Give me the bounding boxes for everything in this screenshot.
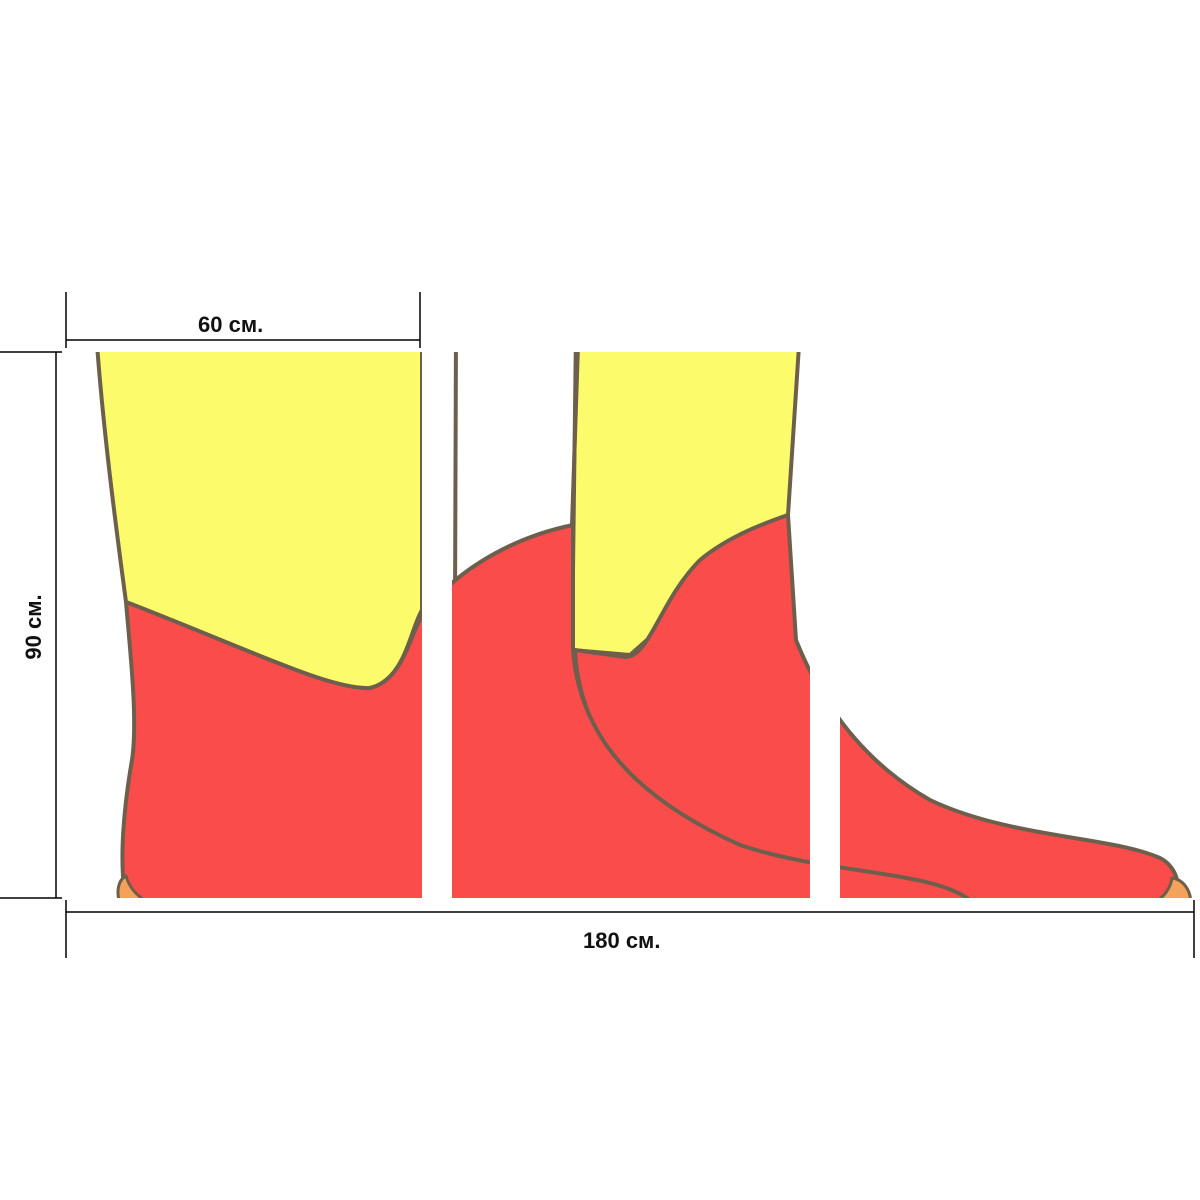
left-boot xyxy=(120,523,972,898)
dimension-lines xyxy=(0,292,1195,958)
total-width-label: 180 см. xyxy=(583,928,661,953)
right-boot-sole xyxy=(1148,876,1192,898)
left-boot-sole xyxy=(116,874,152,898)
height-label: 90 см. xyxy=(21,594,46,660)
artwork xyxy=(66,352,1196,898)
panel-width-label: 60 см. xyxy=(198,312,264,337)
leg-contour xyxy=(453,352,580,612)
